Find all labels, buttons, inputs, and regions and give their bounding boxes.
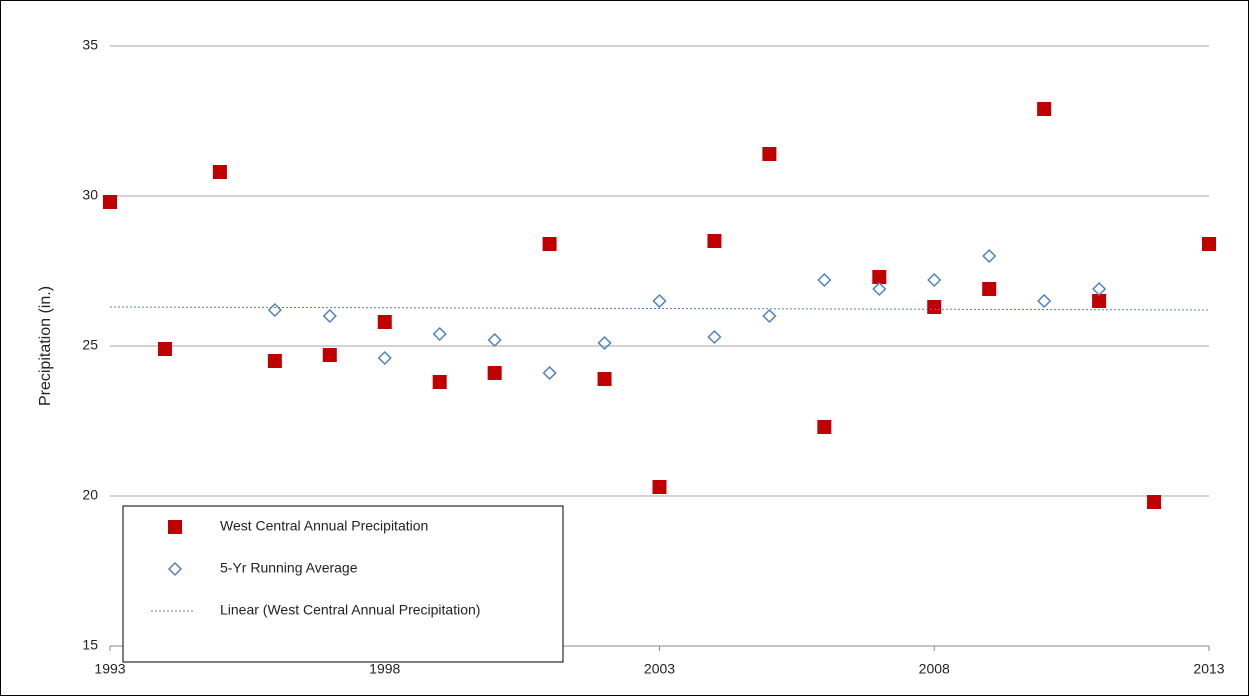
data-point xyxy=(872,270,887,284)
data-point xyxy=(542,365,557,381)
data-point xyxy=(377,315,392,329)
data-point xyxy=(927,272,942,288)
data-point xyxy=(432,326,447,342)
legend-marker xyxy=(168,520,182,534)
data-point xyxy=(982,282,997,296)
legend-label: West Central Annual Precipitation xyxy=(220,518,428,534)
data-point xyxy=(817,420,832,434)
data-point xyxy=(872,281,887,297)
data-point xyxy=(157,342,172,356)
data-point xyxy=(377,350,392,366)
data-point xyxy=(762,308,777,324)
legend-box xyxy=(122,505,564,663)
data-point xyxy=(103,195,117,209)
data-point xyxy=(432,375,447,389)
legend-marker xyxy=(167,561,183,577)
y-tick-label: 35 xyxy=(82,37,98,53)
data-point xyxy=(487,366,502,380)
data-point xyxy=(322,308,337,324)
y-tick-label: 20 xyxy=(82,487,98,503)
data-point xyxy=(597,372,612,386)
data-point xyxy=(1037,293,1052,309)
legend-label: Linear (West Central Annual Precipitatio… xyxy=(220,602,480,618)
x-tick-label: 2008 xyxy=(919,661,950,677)
data-point xyxy=(1092,294,1107,308)
data-point xyxy=(267,354,282,368)
data-point xyxy=(652,480,667,494)
data-point xyxy=(597,335,612,351)
y-tick-label: 30 xyxy=(82,187,98,203)
data-point xyxy=(212,165,227,179)
data-point xyxy=(1037,102,1052,116)
data-point xyxy=(1092,281,1107,297)
data-point xyxy=(267,302,282,318)
data-point xyxy=(1147,495,1162,509)
data-point xyxy=(1202,237,1216,251)
data-point xyxy=(542,237,557,251)
legend-label: 5-Yr Running Average xyxy=(220,560,358,576)
data-point xyxy=(762,147,777,161)
trend-line xyxy=(109,306,1210,311)
x-tick-label: 2013 xyxy=(1193,661,1224,677)
data-point xyxy=(487,332,502,348)
data-point xyxy=(927,300,942,314)
y-tick-label: 15 xyxy=(82,637,98,653)
data-point xyxy=(817,272,832,288)
data-point xyxy=(982,248,997,264)
data-point xyxy=(322,348,337,362)
y-axis-label: Precipitation (in.) xyxy=(37,286,54,406)
data-point xyxy=(707,329,722,345)
x-tick-label: 2003 xyxy=(644,661,675,677)
x-tick-label: 1993 xyxy=(94,661,125,677)
x-tick-label: 1998 xyxy=(369,661,400,677)
data-point xyxy=(707,234,722,248)
data-point xyxy=(652,293,667,309)
y-tick-label: 25 xyxy=(82,337,98,353)
